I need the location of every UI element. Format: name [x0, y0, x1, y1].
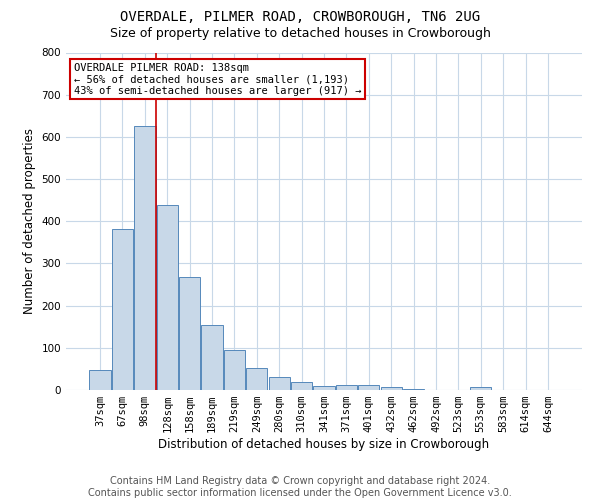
Bar — [179, 278, 200, 390]
Bar — [89, 370, 111, 390]
Bar — [336, 384, 357, 390]
Text: Contains HM Land Registry data © Crown copyright and database right 2024.
Contai: Contains HM Land Registry data © Crown c… — [88, 476, 512, 498]
Bar — [246, 368, 268, 390]
Text: OVERDALE PILMER ROAD: 138sqm
← 56% of detached houses are smaller (1,193)
43% of: OVERDALE PILMER ROAD: 138sqm ← 56% of de… — [74, 62, 361, 96]
Text: OVERDALE, PILMER ROAD, CROWBOROUGH, TN6 2UG: OVERDALE, PILMER ROAD, CROWBOROUGH, TN6 … — [120, 10, 480, 24]
Bar — [269, 378, 290, 390]
Bar — [224, 350, 245, 390]
Bar — [291, 382, 312, 390]
Bar — [134, 126, 155, 390]
Bar — [403, 388, 424, 390]
Text: Size of property relative to detached houses in Crowborough: Size of property relative to detached ho… — [110, 28, 490, 40]
Bar — [470, 387, 491, 390]
Bar — [202, 324, 223, 390]
Y-axis label: Number of detached properties: Number of detached properties — [23, 128, 36, 314]
Bar — [157, 205, 178, 390]
Bar — [380, 387, 402, 390]
Bar — [313, 386, 335, 390]
X-axis label: Distribution of detached houses by size in Crowborough: Distribution of detached houses by size … — [158, 438, 490, 451]
Bar — [358, 385, 379, 390]
Bar — [112, 229, 133, 390]
